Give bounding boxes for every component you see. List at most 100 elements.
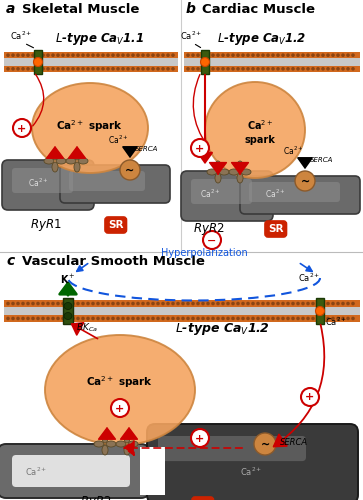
Text: Ca$^{2+}$: Ca$^{2+}$ <box>265 188 285 200</box>
Ellipse shape <box>237 161 243 171</box>
Circle shape <box>31 316 35 320</box>
Circle shape <box>136 316 140 320</box>
Circle shape <box>101 54 105 57</box>
Circle shape <box>326 302 330 306</box>
Circle shape <box>236 67 240 70</box>
Circle shape <box>271 302 275 306</box>
Circle shape <box>131 302 135 306</box>
Circle shape <box>226 302 230 306</box>
FancyBboxPatch shape <box>12 168 73 193</box>
Circle shape <box>301 67 305 70</box>
Ellipse shape <box>241 169 251 175</box>
Circle shape <box>221 54 225 57</box>
Circle shape <box>151 302 155 306</box>
Ellipse shape <box>102 433 108 443</box>
Circle shape <box>96 67 100 70</box>
Ellipse shape <box>74 162 80 172</box>
Circle shape <box>266 316 270 320</box>
Circle shape <box>46 316 50 320</box>
Circle shape <box>121 302 125 306</box>
Ellipse shape <box>205 82 305 178</box>
Circle shape <box>156 54 160 57</box>
Circle shape <box>276 67 280 70</box>
Circle shape <box>16 316 20 320</box>
Text: ~: ~ <box>125 166 135 176</box>
Ellipse shape <box>128 441 138 447</box>
Ellipse shape <box>94 441 104 447</box>
Circle shape <box>171 316 175 320</box>
Circle shape <box>51 54 55 57</box>
Circle shape <box>116 302 120 306</box>
Text: +: + <box>195 434 205 444</box>
Circle shape <box>111 399 129 417</box>
Text: Ca$^{2+}$: Ca$^{2+}$ <box>247 118 273 132</box>
Text: ~: ~ <box>260 440 270 450</box>
Circle shape <box>186 67 190 70</box>
Circle shape <box>86 67 90 70</box>
Bar <box>4 66 178 72</box>
Circle shape <box>241 67 245 70</box>
Circle shape <box>121 316 125 320</box>
FancyBboxPatch shape <box>201 50 209 74</box>
Circle shape <box>106 67 110 70</box>
Circle shape <box>216 316 220 320</box>
Circle shape <box>6 54 10 57</box>
Circle shape <box>311 316 315 320</box>
Circle shape <box>26 67 30 70</box>
Bar <box>4 52 178 72</box>
Circle shape <box>254 433 276 455</box>
Circle shape <box>91 67 95 70</box>
Text: Ca$^{2+}$: Ca$^{2+}$ <box>298 272 320 284</box>
Circle shape <box>56 316 60 320</box>
Circle shape <box>346 54 350 57</box>
Text: +: + <box>17 124 26 134</box>
Text: a: a <box>6 2 15 16</box>
Circle shape <box>11 316 15 320</box>
Circle shape <box>276 54 280 57</box>
Circle shape <box>206 67 210 70</box>
Circle shape <box>26 54 30 57</box>
Circle shape <box>161 54 165 57</box>
Circle shape <box>206 54 210 57</box>
Circle shape <box>191 54 195 57</box>
Circle shape <box>126 67 130 70</box>
Circle shape <box>236 54 240 57</box>
Circle shape <box>161 316 165 320</box>
Ellipse shape <box>237 173 243 183</box>
Circle shape <box>96 302 100 306</box>
Circle shape <box>46 54 50 57</box>
Text: $\it{RyR1}$: $\it{RyR1}$ <box>30 217 62 233</box>
Circle shape <box>321 302 325 306</box>
Circle shape <box>171 302 175 306</box>
Circle shape <box>226 316 230 320</box>
Circle shape <box>121 54 125 57</box>
Circle shape <box>56 54 60 57</box>
Circle shape <box>186 316 190 320</box>
Circle shape <box>41 67 45 70</box>
Circle shape <box>71 54 75 57</box>
Circle shape <box>156 67 160 70</box>
Circle shape <box>311 302 315 306</box>
Circle shape <box>21 316 25 320</box>
Circle shape <box>96 54 100 57</box>
Circle shape <box>341 316 345 320</box>
Circle shape <box>286 316 290 320</box>
Circle shape <box>241 54 245 57</box>
FancyBboxPatch shape <box>12 455 130 487</box>
Bar <box>4 300 360 307</box>
Circle shape <box>315 306 325 316</box>
Circle shape <box>266 54 270 57</box>
Text: Ca$^{2+}$: Ca$^{2+}$ <box>325 316 347 328</box>
Circle shape <box>166 54 170 57</box>
Circle shape <box>136 302 140 306</box>
Circle shape <box>231 302 235 306</box>
Circle shape <box>106 316 110 320</box>
Circle shape <box>61 54 65 57</box>
Circle shape <box>161 302 165 306</box>
Circle shape <box>201 316 205 320</box>
Text: +: + <box>305 392 315 402</box>
Ellipse shape <box>32 83 148 173</box>
Text: $\it{L}$-type Ca$_\mathit{V}$1.2: $\it{L}$-type Ca$_\mathit{V}$1.2 <box>175 321 270 337</box>
Circle shape <box>61 316 65 320</box>
Circle shape <box>36 316 40 320</box>
